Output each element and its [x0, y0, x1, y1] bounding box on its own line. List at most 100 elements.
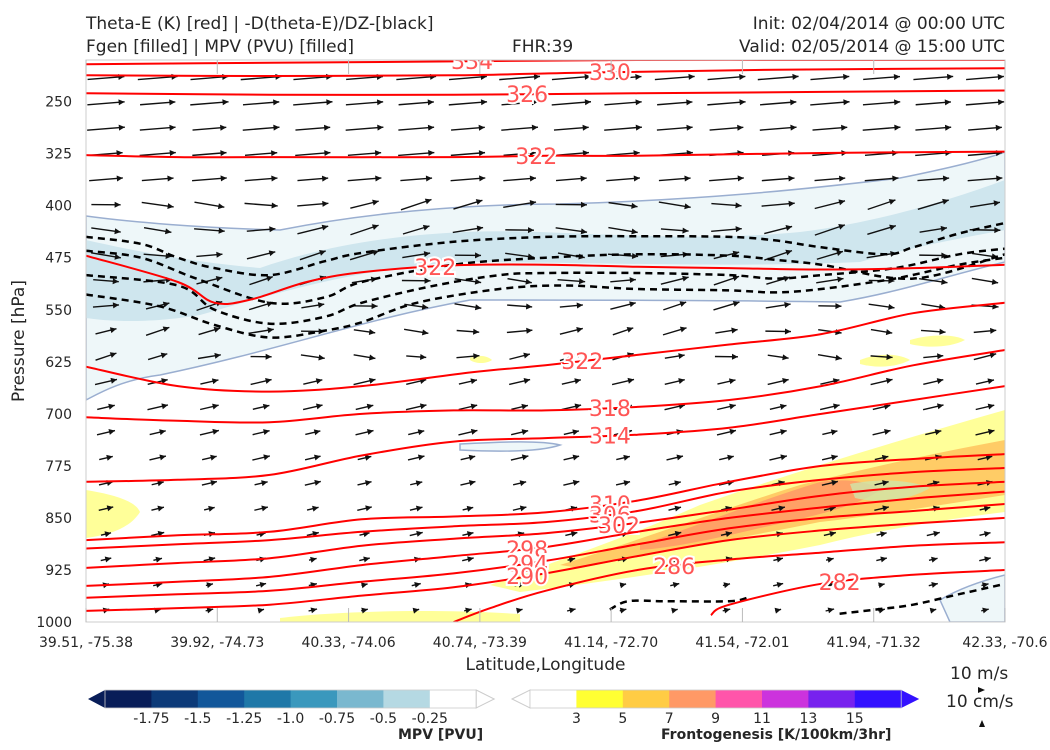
wind-vector [295, 150, 331, 157]
wind-vector [306, 505, 319, 512]
fgen-colorbar-segment [669, 690, 717, 708]
wind-vector [769, 429, 787, 436]
wind-vector [561, 378, 582, 385]
wind-vector [923, 353, 944, 360]
wind-vector [153, 556, 163, 563]
wind-vector [917, 198, 949, 210]
wind-vector [870, 328, 893, 336]
plot-frame [85, 59, 1006, 623]
wind-vector [671, 607, 678, 614]
theta-e-contour [86, 60, 1005, 66]
wind-vector [453, 199, 483, 210]
wind-vector [757, 73, 799, 81]
wind-vector [567, 556, 576, 563]
wind-vector [408, 429, 425, 436]
wind-vector [610, 301, 636, 310]
wind-vectors [87, 73, 1005, 614]
wind-vector [398, 124, 435, 131]
wind-vector [359, 531, 370, 538]
wind-vector [654, 73, 695, 81]
instability-contour [86, 256, 1005, 339]
wind-vector [299, 250, 326, 261]
wind-vector [668, 505, 682, 512]
mpv-colorbar-segment [151, 690, 199, 708]
mpv-colorbar-label: MPV [PVU] [398, 727, 484, 743]
wind-vector [923, 378, 944, 386]
wind-vector [553, 124, 589, 131]
instability-contour [609, 596, 749, 611]
y-tick-label: 550 [45, 303, 72, 319]
mpv-shading-core [86, 180, 1005, 322]
mpv-colorbar-tick: -1.75 [133, 711, 169, 727]
y-tick-label: 925 [45, 563, 72, 579]
wind-vector [347, 150, 382, 157]
wind-vector [244, 175, 278, 182]
wind-vector [709, 124, 744, 131]
wind-vector [919, 225, 948, 233]
wind-vector [194, 227, 225, 234]
wind-vector [402, 251, 431, 259]
wind-vector [977, 454, 993, 461]
wind-vector [773, 581, 784, 588]
y-tick-label: 325 [45, 147, 72, 163]
mpv-colorbar-tick: -1.0 [277, 711, 304, 727]
wind-reference-arrow [978, 687, 985, 693]
theta-e-label: 326 [506, 83, 548, 108]
wind-vector [821, 479, 839, 486]
wind-vector [874, 505, 889, 512]
wind-vector [93, 278, 119, 285]
wind-vector [139, 124, 176, 131]
fgen-colorbar-segment [622, 690, 670, 708]
mpv-shading-upper [86, 151, 1005, 401]
wind-vector [670, 556, 680, 563]
contour-lines: 334 3303263223223223183143103063022982942… [86, 50, 1005, 622]
theta-e-label: 282 [819, 571, 861, 596]
wind-vector [975, 403, 995, 411]
wind-vector [919, 252, 948, 259]
wind-vector [551, 73, 591, 81]
vertical-reference-arrow [979, 720, 985, 727]
mpv-colorbar-segment [197, 690, 245, 708]
fgen-3-left [86, 490, 140, 538]
wind-vector [870, 377, 893, 386]
wind-vector [301, 302, 325, 309]
theta-e-label: 322 [414, 256, 456, 281]
wind-vector [557, 278, 586, 285]
wind-vector [252, 403, 270, 410]
x-tick-label: 42.33, -70.6 [962, 635, 1047, 651]
wind-vector [303, 378, 323, 385]
theta-e-contour [86, 503, 1005, 599]
wind-vector [604, 74, 642, 81]
theta-e-label: 334 [451, 50, 493, 75]
wind-vector [979, 531, 991, 537]
mpv-colorbar-end [88, 690, 105, 708]
wind-vector [464, 607, 472, 614]
wind-vector [302, 403, 323, 411]
theta-e-contour [86, 254, 1005, 305]
wind-vector [818, 303, 842, 310]
wind-vector [460, 480, 476, 486]
wind-vector [353, 329, 376, 335]
wind-vector [915, 124, 952, 131]
wind-vector [357, 454, 372, 461]
mpv-colorbar-outline [104, 689, 477, 709]
wind-vector [350, 224, 379, 236]
wind-vector [503, 200, 537, 209]
wind-vector [456, 353, 480, 360]
wind-vector [767, 377, 789, 386]
mpv-colorbar-tick: -1.25 [226, 711, 262, 727]
wind-vector [812, 124, 848, 131]
wind-vector [201, 480, 218, 486]
wind-vector [761, 175, 795, 182]
wind-vector [555, 201, 587, 208]
wind-vector [919, 277, 948, 285]
fgen-colorbar-tick: 13 [799, 711, 817, 727]
wind-vector [295, 124, 331, 131]
wind-vector [242, 124, 280, 131]
wind-vector [559, 302, 583, 309]
wind-vector [345, 124, 384, 131]
wind-vector [981, 582, 989, 589]
fgen-colorbar-end [510, 689, 531, 709]
theta-e-label: 330 [589, 61, 631, 86]
wind-vector [454, 303, 482, 311]
